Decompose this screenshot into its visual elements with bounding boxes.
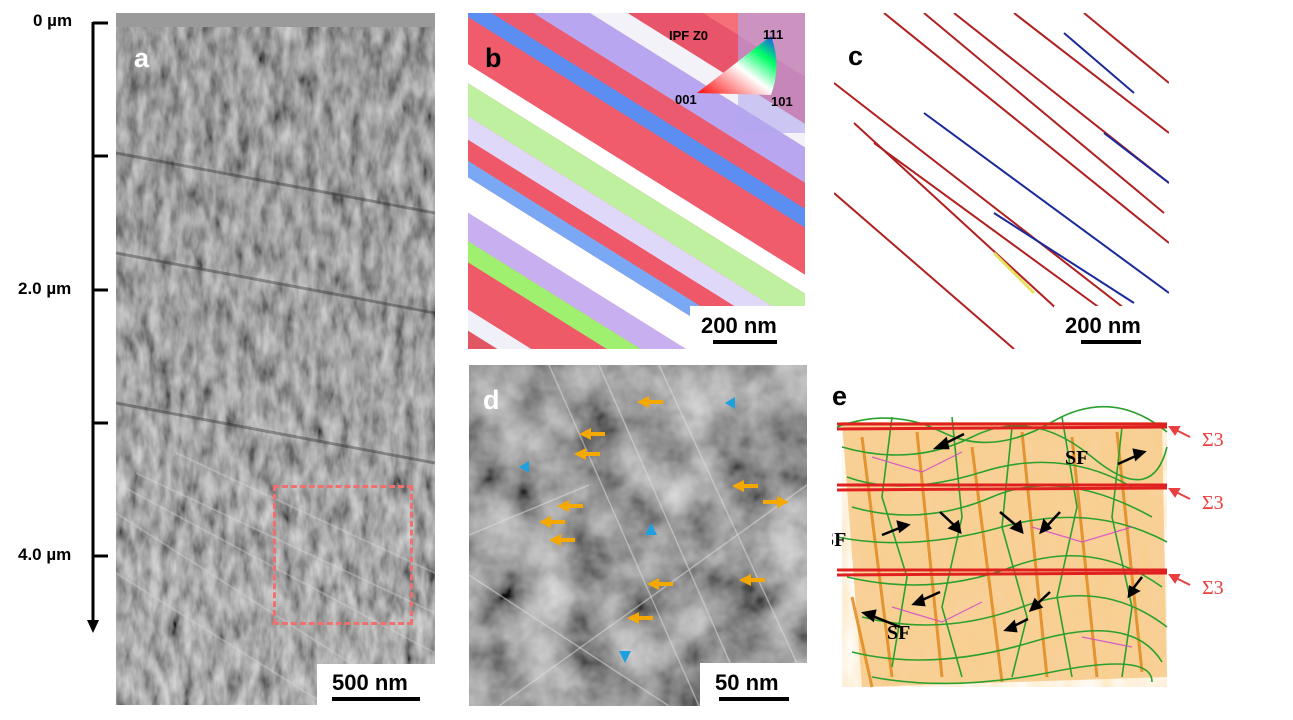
sf-label-3: SF (887, 622, 911, 644)
tem-stacking-fault-image (469, 365, 807, 706)
depth-label-4: 4.0 µm (18, 545, 72, 564)
sigma3-label-1: Σ3 (1202, 429, 1224, 451)
dislocation-simulation-graphic (836, 405, 1191, 688)
ipf-orientation-map (468, 13, 805, 349)
panel-a-letter: a (134, 43, 150, 73)
panel-a-scalebar: 500 nm (317, 664, 435, 705)
ipf-corner-111: 111 (763, 27, 784, 42)
panel-d-scalebar-line (719, 697, 789, 701)
panel-c-scalebar: 200 nm (1054, 306, 1169, 349)
sf-label-1: SF (1065, 447, 1089, 469)
panel-b-ipf-map: b IPF Z0 111 001 101 200 nm (468, 13, 805, 349)
region-of-interest-box (273, 485, 413, 625)
panel-b-scalebar-line (713, 340, 777, 344)
depth-axis: 0 µm 2.0 µm 4.0 µm (0, 0, 115, 715)
panel-b-letter: b (485, 43, 502, 73)
panel-a-tem-image: a 500 nm (116, 13, 435, 705)
sigma3-label-3: Σ3 (1202, 577, 1224, 599)
panel-a-scalebar-label: 500 nm (332, 670, 408, 695)
panel-a-scalebar-line (332, 697, 420, 701)
depth-label-0: 0 µm (33, 11, 73, 30)
tem-micrograph (116, 13, 435, 705)
panel-d-letter: d (483, 385, 500, 415)
panel-d-scalebar: 50 nm (700, 663, 807, 706)
panel-e-simulation: e SF SF SF Σ3 Σ3 Σ3 (832, 377, 1242, 697)
grain-boundary-map (834, 13, 1169, 349)
panel-c-boundary-map: c 200 nm (834, 13, 1169, 349)
panel-d-tem-image: d 50 nm (469, 365, 807, 706)
depth-axis-graphic (87, 21, 108, 633)
ipf-corner-101: 101 (771, 94, 793, 109)
panel-c-letter: c (848, 41, 864, 71)
panel-c-scalebar-line (1081, 340, 1141, 344)
panel-d-scalebar-label: 50 nm (715, 670, 779, 695)
ipf-corner-001: 001 (675, 92, 697, 107)
panel-c-scalebar-label: 200 nm (1065, 313, 1141, 338)
panel-b-scalebar: 200 nm (690, 306, 805, 349)
depth-label-2: 2.0 µm (18, 279, 72, 298)
sf-label-2: SF (832, 529, 847, 551)
panel-e-letter: e (832, 381, 848, 411)
sigma3-label-2: Σ3 (1202, 492, 1224, 514)
panel-b-scalebar-label: 200 nm (701, 313, 777, 338)
ipf-title: IPF Z0 (669, 28, 709, 43)
